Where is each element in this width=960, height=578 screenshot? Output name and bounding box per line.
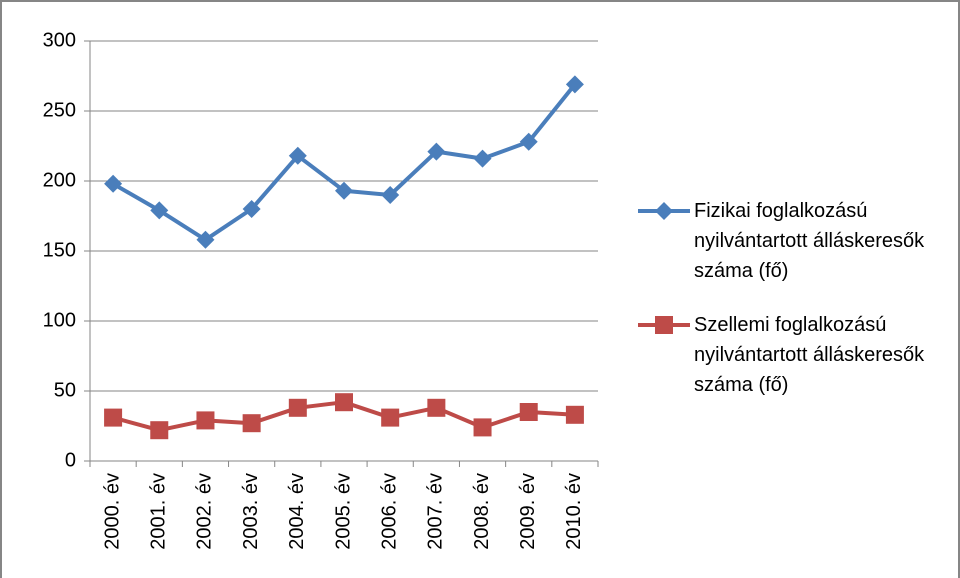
y-tick-label: 0: [65, 449, 76, 471]
legend-label: Fizikai foglalkozású nyilvántartott állá…: [694, 200, 925, 282]
data-point: [196, 411, 215, 430]
x-tick-label: 2010. év: [563, 473, 585, 550]
y-tick-label: 250: [43, 99, 76, 121]
data-point: [427, 398, 446, 417]
data-point: [150, 201, 169, 220]
series-line: [112, 83, 577, 242]
y-tick-label: 200: [43, 169, 76, 191]
x-tick-label: 2008. év: [471, 473, 493, 550]
y-tick-label: 300: [43, 29, 76, 51]
y-tick-label: 50: [54, 379, 76, 401]
data-point: [104, 174, 123, 193]
data-point: [196, 230, 215, 249]
x-tick-label: 2002. év: [194, 473, 216, 550]
y-tick-label: 100: [43, 309, 76, 331]
data-point: [104, 408, 123, 427]
x-tick-label: 2000. év: [101, 473, 123, 550]
y-tick-label: 150: [43, 239, 76, 261]
data-point: [565, 405, 584, 424]
data-point: [381, 186, 400, 204]
x-tick-label: 2005. év: [332, 473, 354, 550]
data-point: [288, 146, 307, 165]
data-point: [335, 181, 353, 200]
x-tick-label: 2007. év: [425, 473, 447, 550]
data-point: [655, 316, 673, 334]
data-point: [565, 75, 584, 94]
data-point: [381, 408, 400, 427]
x-tick-label: 2003. év: [240, 473, 262, 550]
data-point: [519, 132, 538, 151]
data-point: [335, 393, 353, 412]
data-point: [288, 398, 307, 417]
legend-label: Szellemi foglalkozású nyilvántartott áll…: [694, 314, 925, 396]
x-tick-label: 2001. év: [148, 473, 170, 550]
data-point: [655, 202, 673, 220]
x-tick-label: 2009. év: [517, 473, 539, 550]
x-tick-label: 2004. év: [286, 473, 308, 550]
data-point: [242, 200, 261, 218]
data-point: [427, 142, 446, 161]
data-point: [519, 403, 538, 421]
data-point: [473, 418, 492, 437]
data-point: [242, 414, 261, 433]
data-point: [473, 149, 492, 168]
data-point: [150, 421, 169, 440]
x-tick-label: 2006. év: [378, 473, 400, 550]
